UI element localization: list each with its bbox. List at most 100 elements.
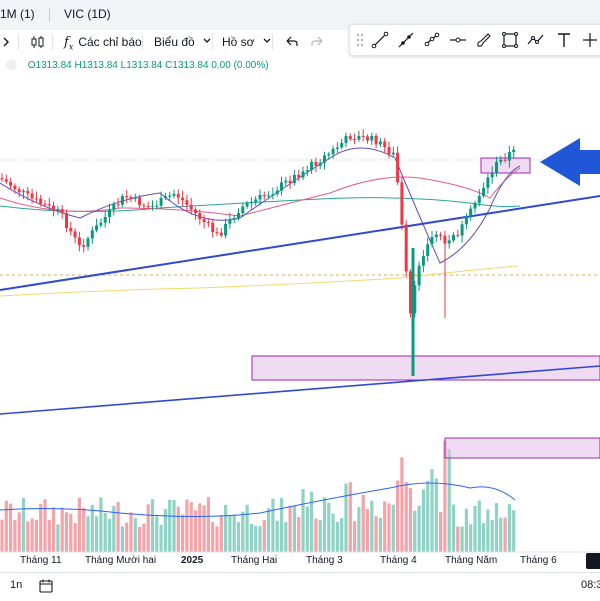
legend-toggle[interactable] (6, 59, 17, 70)
candle-body (284, 180, 288, 183)
volume-bar (99, 497, 103, 552)
volume-bar (155, 516, 159, 552)
range-1d-button[interactable]: 1n (10, 579, 23, 591)
upper-trendline[interactable] (0, 195, 600, 291)
legend-low: L1313.84 (120, 60, 163, 72)
candle-body (60, 209, 64, 214)
candle-body (155, 205, 159, 207)
redo-icon (311, 36, 323, 46)
undo-button[interactable] (283, 33, 299, 51)
ray-icon[interactable] (396, 30, 416, 50)
candle-body (69, 228, 73, 232)
legend-open: O1313.84 (27, 60, 72, 72)
indicators-button[interactable]: fx Các chỉ báo (64, 33, 142, 52)
volume-bar (267, 508, 271, 552)
ma-long-line (0, 265, 519, 297)
volume-bar (327, 502, 331, 552)
candle-body (374, 135, 378, 145)
volume-bar (69, 513, 73, 552)
candle-body (357, 135, 361, 140)
volume-bar (473, 505, 477, 552)
brush-icon[interactable] (474, 30, 494, 50)
volume-bar (0, 519, 4, 552)
profile-button[interactable]: Hồ sơ (222, 33, 272, 51)
volume-bar (236, 522, 241, 552)
crosshair-icon[interactable] (580, 30, 600, 50)
price-chart[interactable] (0, 58, 600, 553)
volume-bar (168, 499, 172, 552)
lower-trendline[interactable] (0, 365, 600, 415)
support-zone[interactable] (251, 355, 600, 381)
candle-body (301, 171, 305, 178)
volume-bar (335, 521, 339, 552)
candle-style-button[interactable] (30, 33, 46, 51)
volume-bar (202, 505, 206, 552)
volume-bar (370, 500, 374, 552)
volume-bar (39, 503, 43, 552)
candle-body (181, 197, 185, 201)
rectangle-icon[interactable] (500, 30, 520, 50)
candles-icon (31, 36, 44, 48)
path-icon[interactable] (526, 30, 546, 50)
candle-body (30, 193, 34, 199)
horizontal-line-icon[interactable] (448, 30, 468, 50)
date-range-button[interactable] (38, 578, 54, 597)
legend-close: C1313.84 (165, 60, 209, 72)
volume-bars (0, 440, 516, 552)
annotation-arrow[interactable] (540, 138, 600, 186)
volume-bar (150, 499, 155, 552)
candle-body (344, 136, 348, 143)
candle-body (206, 222, 210, 224)
clock-time[interactable]: 08:3 (581, 579, 600, 591)
candle-body (310, 161, 314, 171)
candle-body (262, 195, 266, 197)
volume-bar (116, 502, 120, 552)
toolbar-divider (142, 34, 143, 50)
text-icon[interactable] (554, 30, 574, 50)
volume-bar (26, 521, 30, 552)
candle-body (103, 217, 107, 223)
volume-bar (133, 518, 137, 552)
trend-line-icon[interactable] (370, 30, 390, 50)
candle-body (219, 232, 223, 236)
candle-body (99, 222, 103, 226)
candle-body (503, 159, 507, 161)
volume-bar (439, 511, 443, 552)
candle-body (151, 206, 154, 208)
volume-bar (421, 489, 425, 552)
candle-body (237, 213, 240, 219)
drag-handle-icon[interactable] (356, 30, 376, 50)
candle-body (318, 162, 322, 166)
volume-bar (60, 507, 64, 552)
x-tick-label: Tháng 11 (20, 555, 62, 566)
parallel-channel-icon[interactable] (422, 30, 442, 50)
volume-bar (391, 504, 395, 552)
volume-bar (77, 497, 81, 552)
candle-body (198, 213, 202, 220)
volume-zone[interactable] (444, 437, 600, 459)
candle-body (288, 180, 292, 183)
volume-bar (288, 505, 292, 552)
volume-bar (241, 511, 245, 552)
candle-body (138, 197, 142, 206)
tab-vic[interactable]: VIC (1D) (64, 7, 111, 21)
volume-bar (64, 512, 69, 552)
volume-bar (284, 522, 288, 552)
volume-bar (378, 517, 382, 552)
tab-1m[interactable]: 1M (1) (0, 7, 35, 21)
redo-button[interactable] (310, 33, 326, 51)
volume-bar (331, 513, 335, 552)
chart-type-button[interactable]: Biểu đồ (154, 33, 212, 51)
candle-body (194, 209, 197, 214)
crosshair-time-marker (586, 553, 600, 569)
volume-bar (314, 518, 318, 552)
volume-bar (86, 516, 90, 552)
volume-bar (357, 507, 361, 552)
volume-bar (408, 488, 413, 552)
chevron-right-icon[interactable] (2, 33, 12, 51)
volume-bar (383, 501, 387, 552)
volume-bar (73, 523, 77, 552)
volume-bar (47, 519, 51, 552)
volume-bar (507, 504, 511, 552)
volume-bar (262, 520, 266, 552)
